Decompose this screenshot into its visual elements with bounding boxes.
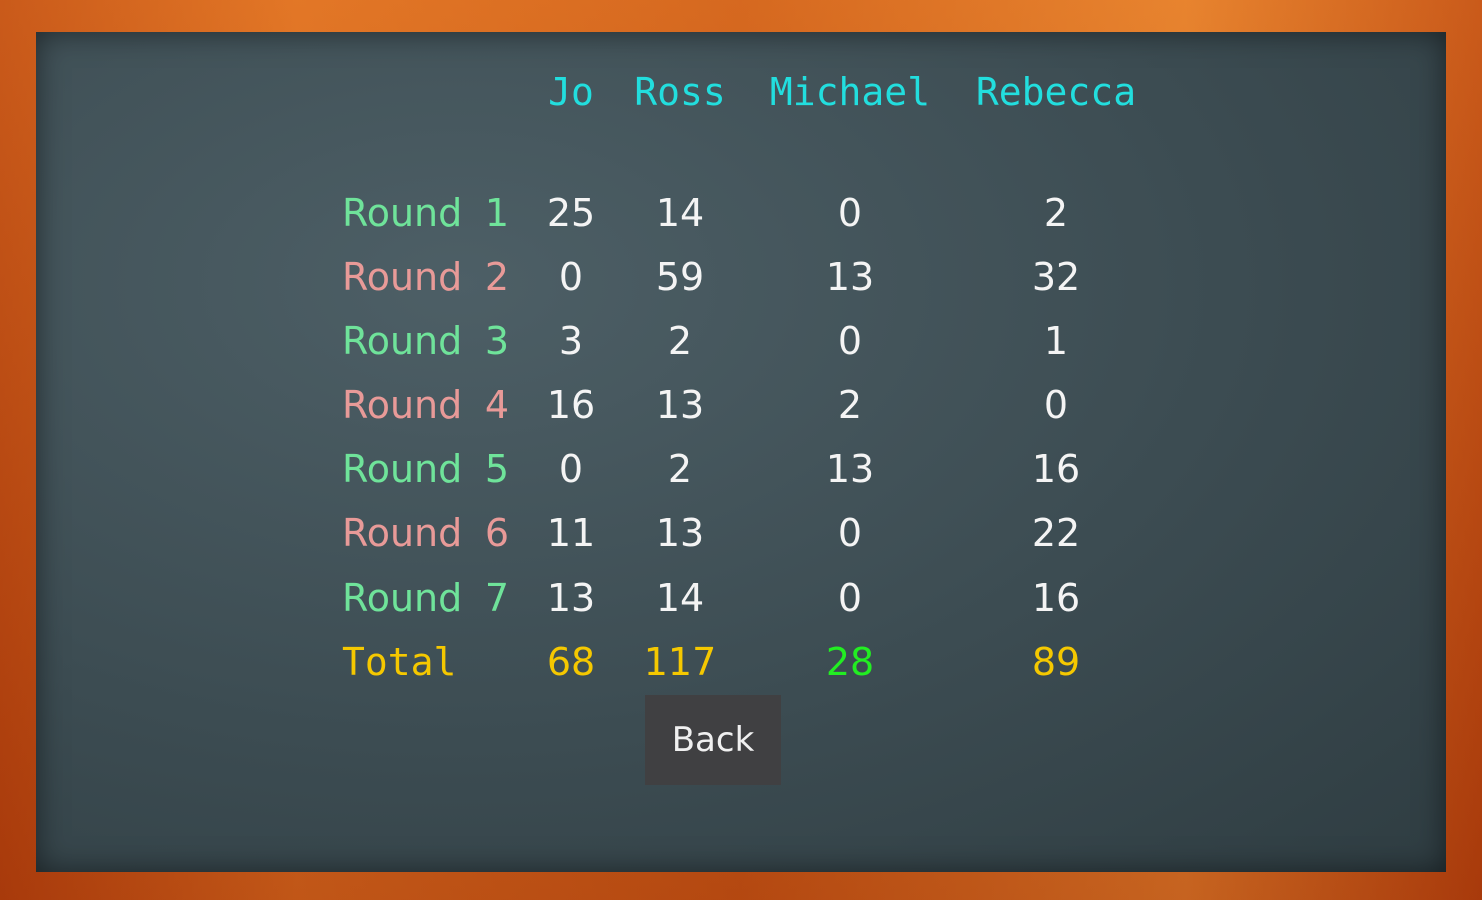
score-cell: 14 — [655, 576, 705, 620]
total-label: Total — [342, 640, 457, 684]
score-cell: 16 — [1031, 576, 1081, 620]
total-score: 89 — [1031, 640, 1081, 684]
round-label: Round — [342, 191, 463, 235]
score-cell: 0 — [837, 191, 863, 235]
round-label: Round — [342, 383, 463, 427]
score-cell: 14 — [655, 191, 705, 235]
score-cell: 2 — [667, 447, 693, 491]
score-cell: 13 — [825, 255, 875, 299]
score-cell: 0 — [558, 447, 584, 491]
score-cell: 59 — [655, 255, 705, 299]
round-label: Round — [342, 447, 463, 491]
score-cell: 16 — [546, 383, 596, 427]
round-label: Round — [342, 511, 463, 555]
round-label: Round — [342, 319, 463, 363]
score-cell: 0 — [837, 511, 863, 555]
total-score: 28 — [825, 640, 875, 684]
player-header: Michael — [769, 70, 931, 114]
score-cell: 2 — [1043, 191, 1069, 235]
score-cell: 13 — [825, 447, 875, 491]
score-cell: 32 — [1031, 255, 1081, 299]
player-header: Jo — [548, 70, 594, 114]
score-cell: 0 — [558, 255, 584, 299]
score-cell: 13 — [655, 383, 705, 427]
round-label: Round — [342, 255, 463, 299]
score-cell: 2 — [667, 319, 693, 363]
score-cell: 0 — [837, 319, 863, 363]
round-number: 6 — [484, 511, 510, 555]
score-cell: 1 — [1043, 319, 1069, 363]
score-cell: 3 — [558, 319, 584, 363]
score-cell: 0 — [1043, 383, 1069, 427]
back-button[interactable]: Back — [645, 695, 781, 785]
score-cell: 13 — [655, 511, 705, 555]
score-cell: 2 — [837, 383, 863, 427]
player-header: Rebecca — [975, 70, 1137, 114]
score-cell: 0 — [837, 576, 863, 620]
round-number: 5 — [484, 447, 510, 491]
round-number: 7 — [484, 576, 510, 620]
round-number: 1 — [484, 191, 510, 235]
total-score: 117 — [643, 640, 717, 684]
round-number: 3 — [484, 319, 510, 363]
score-cell: 16 — [1031, 447, 1081, 491]
score-cell: 13 — [546, 576, 596, 620]
round-number: 4 — [484, 383, 510, 427]
player-header: Ross — [634, 70, 726, 114]
score-cell: 22 — [1031, 511, 1081, 555]
total-score: 68 — [546, 640, 596, 684]
round-label: Round — [342, 576, 463, 620]
score-cell: 11 — [546, 511, 596, 555]
round-number: 2 — [484, 255, 510, 299]
score-cell: 25 — [546, 191, 596, 235]
